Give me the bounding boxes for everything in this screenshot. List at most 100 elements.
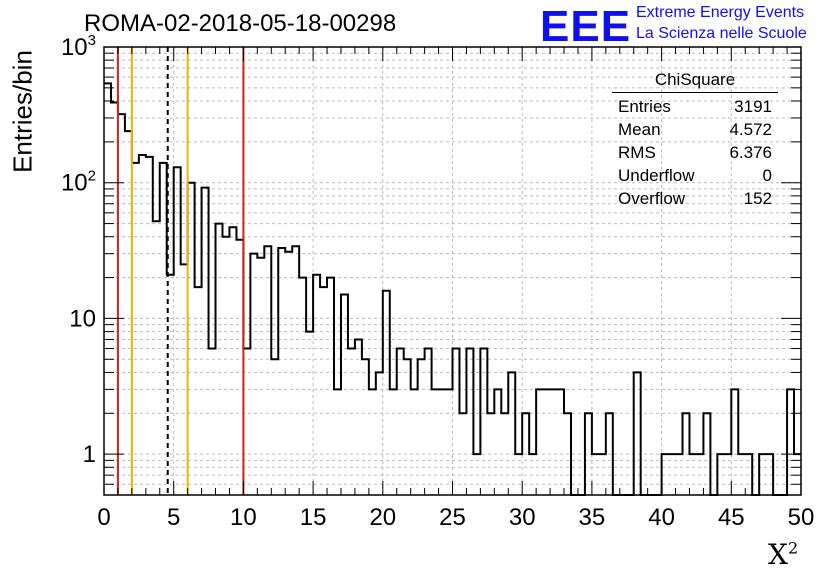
stats-label: RMS [618,143,656,162]
histogram-bin [229,227,236,495]
x-tick-label: 20 [369,504,396,531]
stats-label: Overflow [618,189,686,208]
histogram-bin [327,278,334,495]
histogram-bin [397,349,404,495]
histogram-bin [118,114,125,495]
marker-lines [116,47,245,495]
histogram-bin [418,359,425,495]
logo-subtitle-1: Extreme Energy Events [636,4,805,21]
histogram-bin [501,413,508,495]
histogram-bin [146,157,153,495]
histogram-bin [508,372,515,495]
stats-box: ChiSquare Entries 3191 Mean 4.572 RMS 6.376… [612,70,778,210]
histogram-bin [703,413,710,495]
histogram-bin [585,413,592,495]
histogram-bin [662,454,669,495]
histogram-bin [557,389,564,495]
histogram-bin [550,389,557,495]
stats-label: Entries [618,97,671,116]
x-tick-label: 45 [718,504,745,531]
histogram-bin [529,454,536,495]
stats-value: 4.572 [729,120,772,139]
stats-label: Mean [618,120,661,139]
x-axis-label: X2 [768,538,798,571]
stats-row: Overflow 152 [612,187,778,210]
histogram-bin [446,389,453,495]
histogram-bin [453,349,460,495]
histogram-bin [341,295,348,495]
histogram-bin [592,454,599,495]
histogram-bin [676,454,683,495]
histogram-bin [292,246,299,495]
stats-value: 6.376 [729,143,772,162]
x-tick-label: 15 [300,504,327,531]
histogram-bin [738,454,745,495]
histogram-bin [362,359,369,495]
histogram-bin [564,413,571,495]
eee-logo: EEE [540,2,632,51]
y-tick-label: 1 [83,441,96,468]
histogram [104,82,801,496]
histogram-bin [731,389,738,495]
histogram-bin [404,359,411,495]
histogram-bin [216,224,223,495]
histogram-bin [411,389,418,495]
histogram-bin [139,155,146,495]
histogram-bin [299,278,306,495]
stats-row: Underflow 0 [612,164,778,187]
histogram-bin [306,332,313,495]
stats-title: ChiSquare [612,70,778,93]
x-tick-label: 10 [230,504,257,531]
histogram-bin [355,339,362,495]
x-tick-label: 35 [579,504,606,531]
histogram-bin [174,167,181,495]
histogram-bin [487,413,494,495]
logo-subtitle-2: La Scienza nelle Scuole [636,25,807,42]
histogram-bin [390,389,397,495]
stats-row: Mean 4.572 [612,118,778,141]
histogram-bin [181,264,188,495]
y-tick-label: 10 [69,305,96,332]
histogram-bin [160,163,167,495]
histogram-bin [522,413,529,495]
x-tick-label: 50 [788,504,815,531]
histogram-bin [236,240,243,495]
histogram-bin [334,389,341,495]
y-tick-label: 103 [61,32,96,61]
stats-value: 152 [743,189,772,208]
histogram-bin [599,454,606,495]
histogram-bin [425,349,432,495]
histogram-bin [766,454,773,495]
x-tick-label: 5 [167,504,180,531]
y-axis-label: Entries/bin [7,50,38,173]
histogram-bin [494,389,501,495]
histogram-bin [285,252,292,495]
histogram-bin [543,389,550,495]
histogram-bin [432,389,439,495]
histogram-bin [634,372,641,495]
histogram-bin [759,454,766,495]
histogram-bin [745,454,752,495]
histogram-bin [696,454,703,495]
histogram-bin [473,454,480,495]
histogram-bin [209,349,216,495]
histogram-bin [606,413,613,495]
histogram-bin [250,254,257,495]
run-title: ROMA-02-2018-05-18-00298 [84,10,397,37]
histogram-bin [222,237,229,495]
histogram-outline [104,82,801,496]
histogram-bin [369,389,376,495]
x-axis-label-text: X [768,538,788,571]
histogram-bin [278,248,285,495]
histogram-bin [132,163,139,495]
histogram-bin [459,413,466,495]
stats-value: 0 [762,166,772,185]
histogram-bin [689,454,696,495]
x-tick-label: 0 [97,504,110,531]
histogram-bin [669,454,676,495]
histogram-bin [313,275,320,495]
histogram-bin [111,102,118,495]
stats-row: Entries 3191 [612,95,778,118]
histogram-bin [717,454,724,495]
